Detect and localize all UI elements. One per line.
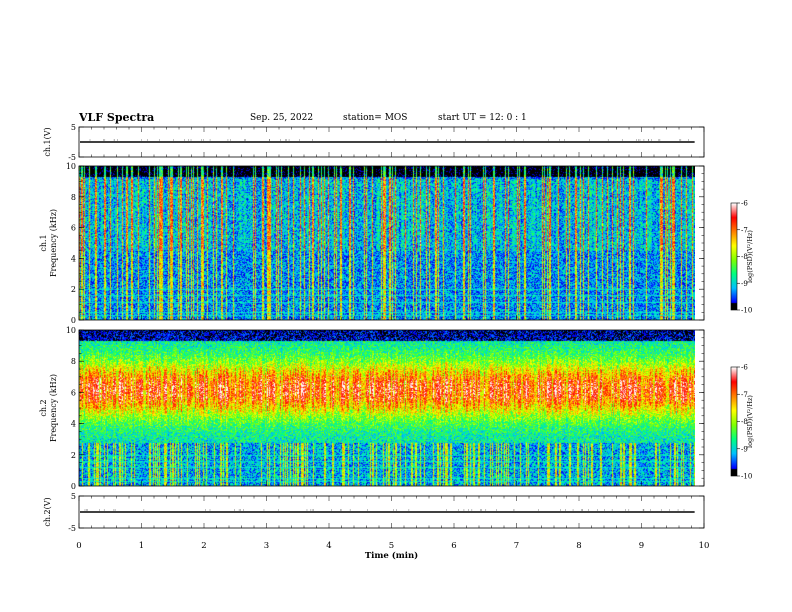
plot-title: VLF Spectra [79, 111, 155, 124]
y-tick-label: 10 [66, 326, 76, 335]
y-tick-label: 10 [66, 162, 76, 171]
ch1-spectrogram [79, 166, 695, 320]
y-axis-label: ch.1 [39, 234, 48, 251]
y-tick-label: -5 [68, 524, 76, 533]
colorbar-label: log(PSD)(V²/Hz) [746, 230, 754, 283]
y-tick-label: -5 [68, 153, 76, 162]
y-tick-label: 4 [71, 420, 76, 429]
x-tick-label: 7 [514, 541, 519, 551]
y-tick-label: 0 [71, 482, 76, 491]
y-axis-label: ch.2 [39, 399, 48, 416]
ch2-spectrogram [79, 330, 695, 486]
y-tick-label: 0 [71, 316, 76, 325]
x-tick-label: 8 [576, 541, 581, 551]
colorbar [731, 203, 737, 310]
colorbar-tick-label: -10 [741, 473, 752, 481]
x-tick-label: 2 [201, 541, 206, 551]
x-tick-label: 0 [76, 541, 81, 551]
y-axis-label: ch.1(V) [43, 127, 52, 156]
y-tick-label: 8 [71, 193, 76, 202]
x-tick-label: 9 [639, 541, 644, 551]
colorbar-tick-label: -9 [741, 445, 748, 453]
colorbar-tick-label: -10 [741, 307, 752, 315]
colorbar-tick-label: -8 [741, 253, 748, 261]
plot-date: Sep. 25, 2022 [250, 113, 314, 123]
x-tick-label: 4 [326, 541, 331, 551]
colorbar-tick-label: -7 [741, 391, 748, 399]
colorbar-tick-label: -9 [741, 280, 748, 288]
y-tick-label: 8 [71, 357, 76, 366]
plot-station: station= MOS [343, 113, 408, 123]
y-tick-label: 5 [71, 492, 76, 501]
y-tick-label: 2 [71, 285, 76, 294]
y-tick-label: 4 [71, 254, 76, 263]
y-axis-label: Frequency (kHz) [49, 374, 58, 442]
colorbar-tick-label: -6 [741, 200, 748, 208]
plot-start-time: start UT = 12: 0 : 1 [438, 113, 527, 123]
x-axis-label: Time (min) [365, 550, 418, 561]
colorbar [731, 367, 737, 476]
colorbar-tick-label: -7 [741, 226, 748, 234]
y-tick-label: 6 [71, 388, 76, 397]
x-tick-label: 1 [139, 541, 144, 551]
colorbar-tick-label: -8 [741, 418, 748, 426]
x-tick-label: 5 [389, 541, 394, 551]
y-axis-label: Frequency (kHz) [49, 209, 58, 277]
y-tick-label: 2 [71, 451, 76, 460]
y-axis-label: ch.2(V) [43, 497, 52, 526]
y-tick-label: 5 [71, 123, 76, 132]
x-tick-label: 10 [699, 541, 710, 551]
y-tick-label: 6 [71, 224, 76, 233]
colorbar-tick-label: -6 [741, 364, 748, 372]
x-tick-label: 3 [264, 541, 269, 551]
colorbar-label: log(PSD)(V²/Hz) [746, 395, 754, 448]
x-tick-label: 6 [451, 541, 456, 551]
